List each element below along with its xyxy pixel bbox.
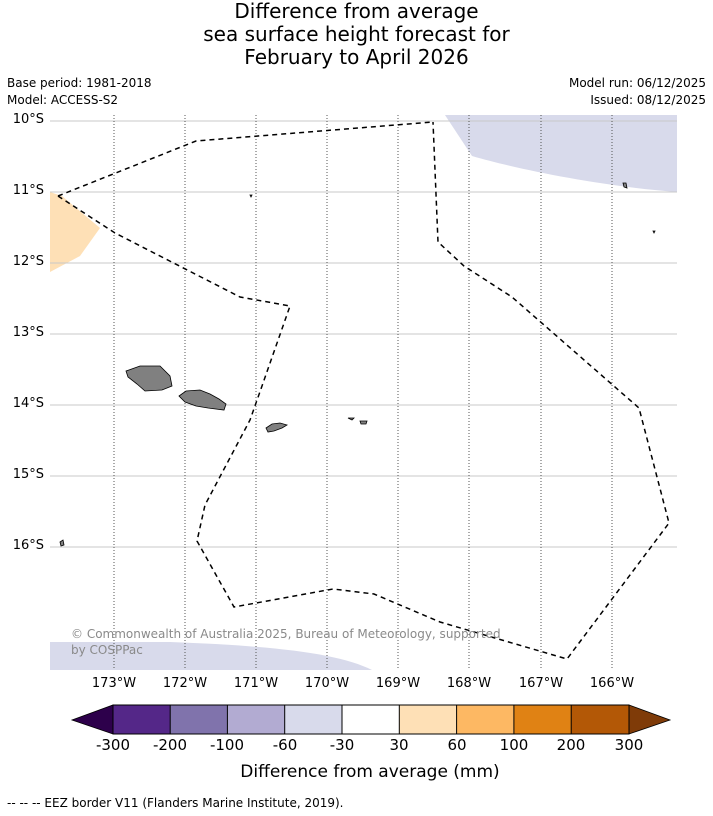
colorbar-bin-8 — [513, 705, 572, 734]
meta-left: Base period: 1981-2018 Model: ACCESS-S2 — [7, 75, 152, 109]
island-tokelau — [622, 182, 628, 189]
lat-label-13s: 13°S — [12, 325, 44, 340]
title-line-3: February to April 2026 — [244, 45, 469, 69]
colorbar-bin-7 — [456, 705, 514, 734]
anomaly-region-negative-ne — [444, 115, 677, 192]
colorbar-bin-3 — [227, 705, 285, 734]
island-manua-2 — [359, 420, 368, 425]
colorbar-tick-label: 30 — [389, 736, 409, 754]
colorbar-extend-low — [70, 704, 114, 735]
lon-label-167w: 167°W — [518, 676, 564, 691]
lat-label-14s: 14°S — [12, 396, 44, 411]
lat-label-10s: 10°S — [12, 112, 44, 127]
lat-label-15s: 15°S — [12, 467, 44, 482]
colorbar-frame — [112, 704, 630, 735]
longitude-gridlines — [113, 115, 613, 670]
colorbar-tick-label: -300 — [95, 736, 131, 754]
base-period: Base period: 1981-2018 — [7, 76, 152, 90]
colorbar-tick-label: 300 — [614, 736, 644, 754]
colorbar-extend-high — [628, 704, 672, 735]
lat-label-11s: 11°S — [12, 183, 44, 198]
lat-label-12s: 12°S — [12, 254, 44, 269]
anomaly-region-positive-w — [50, 192, 100, 272]
colorbar-title: Difference from average (mm) — [240, 762, 500, 782]
colorbar-bin-2 — [170, 705, 228, 734]
lon-label-170w: 170°W — [304, 676, 350, 691]
island-manua-1 — [347, 417, 355, 421]
island-swains — [249, 194, 253, 198]
anomaly-region-negative-s — [50, 642, 372, 670]
issued-date: Issued: 08/12/2025 — [590, 93, 706, 107]
colorbar-tick-label: -60 — [272, 736, 298, 754]
colorbar-tick-label: -30 — [329, 736, 355, 754]
eez-footnote: -- -- -- EEZ border V11 (Flanders Marine… — [7, 796, 344, 810]
colorbar-tick-label: -200 — [152, 736, 188, 754]
copyright-line-1: © Commonwealth of Australia 2025, Bureau… — [71, 627, 501, 641]
title-line-1: Difference from average — [234, 0, 479, 23]
island-upolu — [178, 389, 227, 411]
lon-label-173w: 173°W — [91, 676, 137, 691]
colorbar — [70, 704, 672, 735]
eez-tokelau-tuvalu-border — [57, 121, 434, 197]
lon-label-169w: 169°W — [375, 676, 421, 691]
island-small-e — [652, 230, 656, 234]
latitude-gridlines — [50, 120, 677, 548]
colorbar-bin-4 — [284, 705, 342, 734]
colorbar-tick-label: -100 — [209, 736, 245, 754]
colorbar-bin-1 — [113, 705, 171, 734]
islands — [59, 182, 656, 547]
meta-right: Model run: 06/12/2025 Issued: 08/12/2025 — [569, 75, 706, 109]
lon-label-166w: 166°W — [589, 676, 635, 691]
map-title: Difference from average sea surface heig… — [0, 0, 713, 69]
lon-label-168w: 168°W — [446, 676, 492, 691]
island-small-sw — [59, 539, 65, 547]
colorbar-bin-5 — [342, 705, 400, 734]
title-line-2: sea surface height forecast for — [203, 22, 510, 46]
island-tutuila — [265, 422, 288, 433]
model-run: Model run: 06/12/2025 — [568, 76, 706, 90]
model-name: Model: ACCESS-S2 — [7, 93, 119, 107]
colorbar-tick-label: 60 — [447, 736, 467, 754]
island-savaii — [125, 365, 173, 392]
colorbar-bin-6 — [399, 705, 457, 734]
lat-label-16s: 16°S — [12, 538, 44, 553]
copyright-line-2: by COSPPac — [71, 643, 143, 657]
colorbar-tick-label: 200 — [556, 736, 586, 754]
colorbar-bin-9 — [571, 705, 629, 734]
eez-borders — [57, 121, 670, 660]
copyright-notice: © Commonwealth of Australia 2025, Bureau… — [71, 626, 501, 658]
lon-label-172w: 172°W — [162, 676, 208, 691]
lon-label-171w: 171°W — [233, 676, 279, 691]
colorbar-tick-label: 100 — [499, 736, 529, 754]
